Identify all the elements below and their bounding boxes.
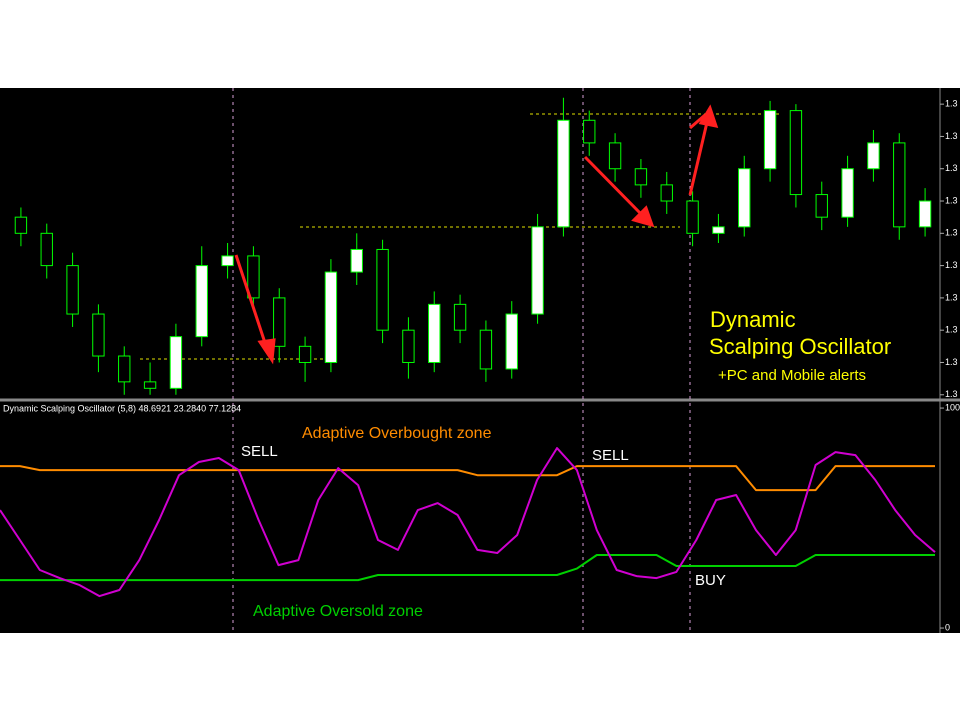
signal-arrows (234, 104, 719, 365)
candle-body (169, 336, 183, 389)
y-tick-label: 1.3 (945, 325, 958, 335)
candle-body (583, 119, 596, 144)
candle-body (893, 142, 906, 228)
candle-body (841, 168, 854, 218)
arrow (583, 155, 647, 220)
y-tick-label: 1.3 (945, 131, 958, 141)
promo-title: Dynamic (710, 307, 796, 332)
promo-subtitle: +PC and Mobile alerts (718, 367, 866, 384)
candle-body (712, 226, 725, 234)
zone-label: Adaptive Overbought zone (302, 425, 492, 442)
y-tick-label: 1.3 (945, 195, 958, 205)
candle-body (298, 345, 312, 363)
candle-body (118, 355, 131, 383)
y-tick-label: 100 (945, 402, 960, 412)
candle-body (273, 297, 286, 347)
arrowhead (698, 104, 719, 128)
indicator-header: Dynamic Scalping Oscillator (5,8) 48.692… (3, 403, 241, 413)
candle-body (402, 329, 415, 363)
candle-body (660, 184, 673, 202)
arrow (688, 117, 710, 196)
candle-body (608, 142, 622, 170)
candle-body (221, 255, 234, 267)
signal-label: SELL (241, 443, 278, 460)
signal-label: BUY (695, 572, 726, 589)
candle-body (789, 110, 803, 196)
arrow (689, 113, 706, 130)
y-tick-label: 1.3 (945, 357, 958, 367)
candle-body (453, 303, 467, 331)
promo-title: Scalping Oscillator (709, 334, 891, 359)
candle-body (324, 271, 338, 363)
arrowhead (257, 338, 276, 365)
zone-label: Adaptive Oversold zone (253, 603, 423, 620)
candle-body (686, 200, 699, 234)
candle-body (867, 142, 880, 170)
candle-body (918, 200, 932, 228)
arrow (234, 254, 270, 353)
candle-body (195, 265, 208, 338)
candle-body (531, 226, 544, 315)
candle-body (350, 248, 363, 273)
candle-body (92, 313, 105, 357)
signal-label: SELL (592, 447, 629, 464)
candle-body (143, 381, 157, 389)
candle-body (479, 329, 493, 370)
candle-body (376, 248, 389, 331)
indicator-line (0, 447, 936, 598)
indicator-line (0, 554, 935, 582)
candle-body (428, 303, 441, 363)
candle-body (40, 232, 53, 267)
candle-body (557, 119, 570, 228)
indicator-line (0, 465, 935, 492)
y-tick-label: 1.3 (945, 389, 958, 399)
candle-body (763, 110, 777, 170)
y-tick-label: 1.3 (945, 163, 958, 173)
y-tick-label: 1.3 (945, 260, 958, 270)
candle-body (66, 265, 79, 315)
y-tick-label: 0 (945, 622, 950, 632)
candle-body (634, 168, 648, 186)
candle-body (247, 255, 260, 299)
oscillator: 100 0 (0, 402, 960, 632)
candle-body (815, 194, 828, 218)
candle-body (738, 168, 751, 228)
candle-body (14, 216, 28, 234)
y-tick-label: 1.3 (945, 228, 958, 238)
candles: 1.3 1.3 1.3 1.3 1.3 1.3 1.3 1.3 1.3 1.3 (14, 97, 958, 399)
candle-body (505, 313, 518, 370)
arrowhead (631, 205, 655, 228)
y-tick-label: 1.3 (945, 99, 958, 109)
y-tick-label: 1.3 (945, 292, 958, 302)
